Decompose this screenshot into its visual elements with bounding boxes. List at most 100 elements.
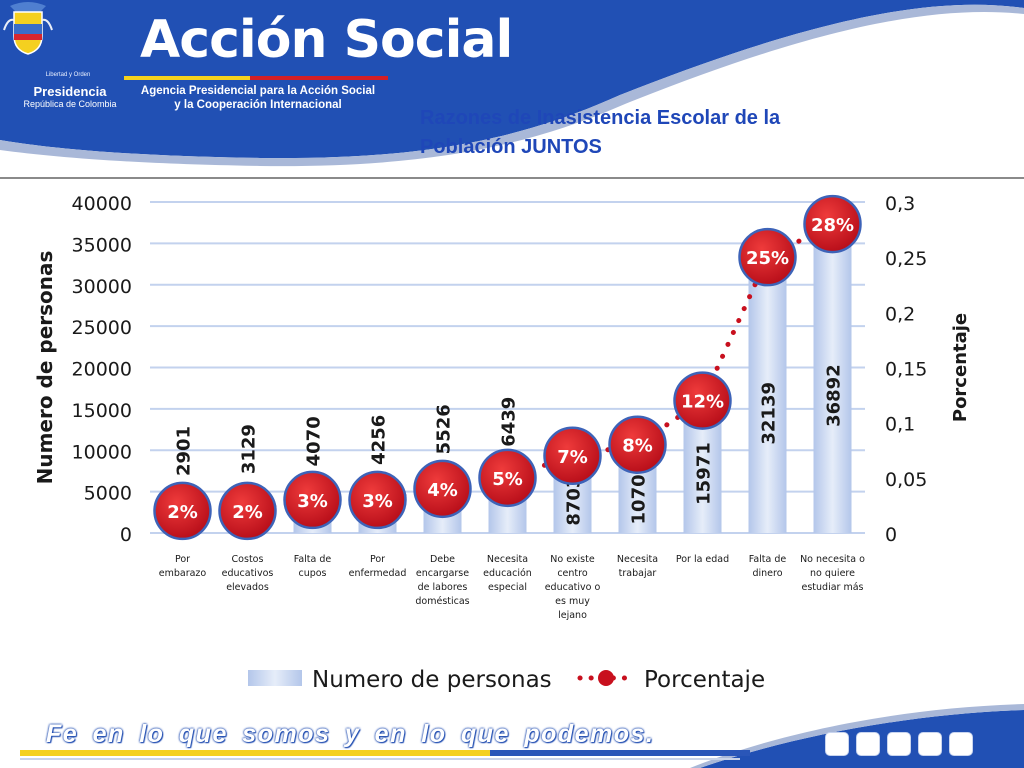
- y-tick-label: 40000: [72, 193, 132, 215]
- x-tick-label-line: Costos: [232, 554, 264, 565]
- x-tick-label-line: elevados: [226, 582, 269, 593]
- percentage-marker-label: 4%: [427, 480, 458, 501]
- percentage-marker-label: 2%: [167, 502, 198, 523]
- iso-seal-icon: [919, 733, 941, 755]
- quality-seal-icon: [857, 733, 879, 755]
- x-tick-label-line: no quiere: [810, 568, 855, 579]
- bar: [813, 227, 852, 534]
- footer-motto: Fe en lo que somos y en lo que podemos.: [46, 720, 655, 748]
- bar-value-label: 8703: [564, 476, 585, 526]
- bar-value-label: 5526: [434, 404, 455, 454]
- icontec-logo-icon: [826, 733, 848, 755]
- x-tick-label: Necesita educación especial: [483, 554, 532, 593]
- y-tick-label: 0: [120, 524, 132, 546]
- header-wave: [0, 0, 1024, 167]
- x-tick-label: Por embarazo: [159, 554, 207, 579]
- y-tick-label: 20000: [72, 359, 132, 381]
- agency-name: Agencia Presidencial para la Acción Soci…: [118, 84, 398, 112]
- percentage-marker: [478, 448, 537, 508]
- x-tick-label-line: Falta de: [749, 554, 787, 565]
- coat-of-arms-icon: [3, 2, 53, 55]
- x-tick-label: Debe encargarse de labores domésticas: [415, 554, 469, 607]
- legend-swatch-marker: [598, 670, 614, 686]
- x-tick-label-line: Falta de: [294, 554, 332, 565]
- brand-flag-bar-red: [250, 76, 388, 80]
- percentage-marker: [543, 426, 602, 486]
- brand-flag-bar-yellow: [124, 76, 250, 80]
- x-tick-label-line: encargarse: [416, 568, 469, 579]
- x-tick-label-line: Necesita: [617, 554, 658, 565]
- percentage-marker-label: 8%: [622, 436, 653, 457]
- certification-logos: [826, 733, 972, 755]
- x-tick-label-line: dinero: [752, 568, 782, 579]
- bar-value-label: 3129: [239, 424, 260, 474]
- x-tick-label-line: educativo o: [545, 582, 601, 593]
- y2-tick-label: 0,1: [885, 414, 915, 436]
- page-title: Razones de Inasistencia Escolar de la Po…: [420, 104, 940, 162]
- bar: [748, 267, 787, 533]
- x-tick-label-line: educación: [483, 568, 532, 579]
- y-axis-label: Numero de personas: [33, 251, 57, 485]
- x-tick-label-line: embarazo: [159, 568, 207, 579]
- brand-logo-text: Acción Social: [140, 10, 513, 70]
- x-tick-label-line: Necesita: [487, 554, 528, 565]
- x-tick-label: No existe centro educativo o es muy lejano: [545, 554, 601, 621]
- y-tick-label: 25000: [72, 317, 132, 339]
- agency-line-1: Agencia Presidencial para la Acción Soci…: [140, 85, 376, 97]
- percentage-marker: [673, 371, 732, 430]
- y2-tick-label: 0: [885, 524, 897, 546]
- motto-small: Libertad y Orden: [45, 72, 91, 78]
- percentage-marker: [153, 481, 212, 541]
- legend-label-line: Porcentaje: [644, 667, 765, 693]
- bar-value-label: 4256: [369, 415, 390, 465]
- bar-value-label: 4070: [304, 416, 325, 466]
- x-tick-label-line: lejano: [558, 610, 587, 621]
- x-tick-label-line: No necesita o: [800, 554, 865, 565]
- y-tick-label: 30000: [72, 276, 132, 298]
- x-tick-label-line: cupos: [298, 568, 326, 579]
- footer-banner: Fe en lo que somos y en lo que podemos.: [0, 700, 1024, 768]
- percentage-marker-label: 3%: [362, 491, 393, 512]
- y-tick-label: 35000: [72, 234, 132, 256]
- percentage-marker: [803, 194, 862, 254]
- y2-axis-label: Porcentaje: [950, 313, 971, 422]
- agency-line-2: y la Cooperación Internacional: [174, 99, 342, 111]
- bar-value-label: 6439: [499, 397, 520, 447]
- x-tick-label-line: enfermedad: [349, 568, 407, 579]
- percentage-marker: [738, 227, 797, 287]
- percentage-marker: [348, 470, 407, 530]
- certification-seal-icon: [950, 733, 972, 755]
- bar-value-label: 32139: [759, 382, 780, 445]
- percentage-marker: [283, 470, 342, 530]
- percentage-marker-label: 25%: [746, 248, 789, 269]
- page-title-line-1: Razones de Inasistencia Escolar de la: [420, 107, 781, 129]
- y2-tick-label: 0,25: [885, 248, 927, 270]
- x-tick-label-line: estudiar más: [802, 582, 864, 593]
- y2-tick-label: 0,05: [885, 469, 927, 491]
- presidencia-label: Presidencia: [33, 84, 107, 99]
- x-tick-label-line: educativos: [222, 568, 274, 579]
- x-tick-label-line: trabajar: [619, 568, 657, 579]
- legend-label-bars: Numero de personas: [312, 667, 552, 693]
- legend-swatch-bars: [248, 670, 302, 686]
- percentage-marker-label: 3%: [297, 491, 328, 512]
- x-tick-label-line: es muy: [555, 596, 590, 607]
- y-tick-label: 5000: [84, 483, 132, 505]
- x-tick-label: Por enfermedad: [349, 554, 407, 579]
- header-banner: Libertad y Orden Presidencia República d…: [0, 0, 1024, 180]
- percentage-marker: [413, 459, 472, 519]
- x-tick-label: Falta de cupos: [294, 554, 332, 579]
- x-tick-label-line: Debe: [430, 554, 455, 565]
- percentage-marker-label: 5%: [492, 469, 523, 490]
- y-tick-label: 10000: [72, 441, 132, 463]
- bar-value-label: 10700: [629, 462, 650, 525]
- x-tick-label: Por la edad: [676, 554, 729, 565]
- percentage-marker-label: 2%: [232, 502, 263, 523]
- bar-value-label: 2901: [174, 426, 195, 476]
- x-tick-label-line: No existe: [550, 554, 595, 565]
- y-tick-label: 15000: [72, 400, 132, 422]
- bar-value-label: 15971: [694, 442, 715, 505]
- x-tick-label-line: Por la edad: [676, 554, 729, 565]
- republica-label: República de Colombia: [23, 99, 117, 109]
- x-tick-label-line: domésticas: [415, 596, 469, 607]
